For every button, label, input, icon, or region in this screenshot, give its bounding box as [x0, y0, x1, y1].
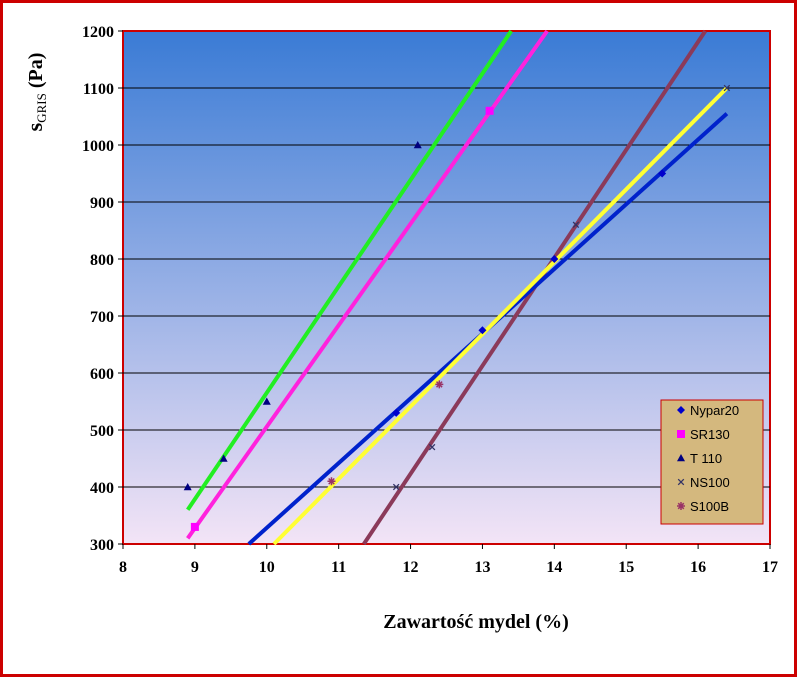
y-tick-label: 300 [90, 537, 114, 554]
x-tick-label: 17 [762, 559, 778, 576]
legend-marker-3 [677, 478, 685, 486]
data-point-2 [413, 141, 422, 149]
x-tick-label: 15 [618, 559, 634, 576]
trend-line-1 [186, 29, 549, 540]
y-tick-label: 600 [90, 366, 114, 383]
trend-lines [186, 29, 729, 546]
data-point-3 [428, 443, 436, 451]
x-tick-label: 13 [474, 559, 490, 576]
data-point-1 [190, 522, 199, 531]
data-point-1 [485, 106, 494, 115]
legend-marker-1 [677, 430, 685, 438]
legend-label-3: NS100 [690, 475, 730, 490]
data-point-0 [478, 326, 487, 335]
data-point-2 [183, 483, 192, 491]
y-tick-label: 900 [90, 195, 114, 212]
y-axis-title: sGRIS (Pa) [22, 53, 49, 132]
data-point-3 [572, 221, 580, 229]
legend-marker-2 [677, 454, 685, 462]
data-point-2 [262, 397, 271, 405]
data-point-4 [435, 380, 444, 389]
legend-label-1: SR130 [690, 427, 730, 442]
x-tick-label: 12 [403, 559, 419, 576]
y-tick-label: 700 [90, 309, 114, 326]
legend-label-4: S100B [690, 499, 729, 514]
data-points [183, 84, 731, 531]
x-tick-label: 9 [191, 559, 199, 576]
data-point-3 [723, 84, 731, 92]
y-axis: 300 400 500 600 700 800 900 1000 1100 1200 [82, 24, 123, 554]
data-point-4 [327, 477, 336, 486]
x-tick-label: 10 [259, 559, 275, 576]
x-tick-label: 8 [119, 559, 127, 576]
legend-marker-0 [677, 406, 685, 414]
y-axis-title-sub: GRIS [34, 93, 49, 123]
y-tick-label: 1100 [83, 81, 114, 98]
y-axis-title-main: s [22, 122, 47, 131]
data-point-3 [392, 483, 400, 491]
data-point-0 [392, 408, 401, 417]
trend-line-2 [186, 29, 513, 511]
legend-label-0: Nypar20 [690, 403, 739, 418]
trend-line-3 [272, 86, 729, 546]
y-tick-label: 1200 [82, 24, 114, 41]
x-tick-label: 16 [690, 559, 706, 576]
legend-label-2: T 110 [690, 451, 722, 466]
x-tick-label: 14 [546, 559, 562, 576]
x-axis-title: Zawartość mydel (%) [383, 611, 569, 633]
y-tick-label: 800 [90, 252, 114, 269]
data-point-0 [550, 255, 559, 263]
data-point-2 [219, 454, 228, 462]
y-tick-label: 400 [90, 480, 114, 497]
y-tick-label: 500 [90, 423, 114, 440]
x-axis: 8 9 10 11 12 13 14 15 16 17 [119, 544, 778, 576]
legend-box [660, 399, 764, 525]
legend: Nypar20 SR130 T 110 NS100 S100B [660, 399, 764, 525]
y-tick-label: 1000 [82, 138, 114, 155]
x-tick-label: 11 [331, 559, 346, 576]
legend-marker-4 [677, 502, 685, 510]
data-point-0 [658, 169, 667, 178]
y-axis-title-unit: (Pa) [25, 53, 47, 94]
